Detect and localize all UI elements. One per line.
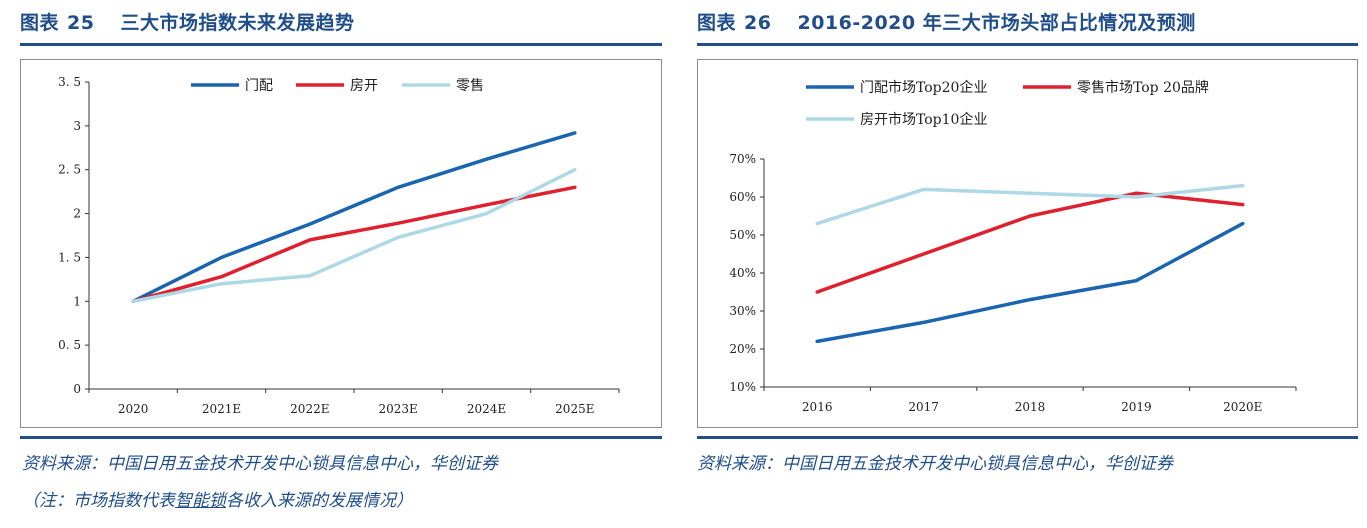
y-tick-label: 3. 5 xyxy=(58,75,81,89)
figure-25-number: 25 xyxy=(67,12,95,34)
legend-label: 门配 xyxy=(245,78,273,94)
y-tick-label: 1. 5 xyxy=(58,250,81,264)
y-tick-label: 0 xyxy=(73,382,81,396)
legend-label: 零售市场Top 20品牌 xyxy=(1077,79,1209,96)
figure-26-title: 图表 26 2016-2020 年三大市场头部占比情况及预测 xyxy=(697,8,1196,35)
bottom-divider xyxy=(697,436,1358,439)
series-line-s1 xyxy=(131,185,577,304)
y-tick-label: 70% xyxy=(729,152,756,166)
figure-25-title-text: 三大市场指数未来发展趋势 xyxy=(120,12,355,34)
x-tick-label: 2016 xyxy=(802,400,833,414)
legend-label: 零售 xyxy=(456,78,484,94)
figure-26-source: 资料来源：中国日用五金技术开发中心锁具信息中心，华创证券 xyxy=(697,454,1173,474)
y-tick-label: 10% xyxy=(729,380,756,394)
figure-25-source: 资料来源：中国日用五金技术开发中心锁具信息中心，华创证券 xyxy=(22,454,498,474)
title-divider xyxy=(697,43,1358,46)
x-tick-label: 2020E xyxy=(1223,400,1262,414)
market-index-trend-chart: 0 0. 5 1 1. 5 2 2. 5 3 3. 5 2020 2021E 2022E 2023E 2… xyxy=(58,75,620,416)
y-tick-label: 1 xyxy=(73,294,81,308)
figure-25-note: （注：市场指数代表智能锁各收入来源的发展情况） xyxy=(22,486,413,511)
legend-label: 房开 xyxy=(350,78,378,94)
title-divider xyxy=(20,43,662,46)
y-tick-label: 3 xyxy=(73,119,81,133)
note-text-underlined: 智能锁 xyxy=(175,491,226,511)
figure-26-number: 26 xyxy=(744,12,772,34)
x-tick-label: 2022E xyxy=(290,402,329,416)
note-text-after: 各收入来源的发展情况） xyxy=(226,491,413,511)
y-tick-label: 40% xyxy=(729,266,756,280)
top-share-chart: 10% 20% 30% 40% 50% 60% 70% 2016 2017 2018 2019 202… xyxy=(729,79,1297,414)
figure-26-title-text: 2016-2020 年三大市场头部占比情况及预测 xyxy=(797,12,1196,34)
y-tick-label: 60% xyxy=(729,190,756,204)
series-line-s0 xyxy=(131,131,577,304)
legend-label: 房开市场Top10企业 xyxy=(860,111,987,128)
note-text-before: （注：市场指数代表 xyxy=(22,491,175,511)
y-tick-label: 2 xyxy=(73,207,81,221)
legend-label: 门配市场Top20企业 xyxy=(860,79,987,96)
y-tick-label: 0. 5 xyxy=(58,338,81,352)
bottom-divider xyxy=(20,436,662,439)
figure-25-title: 图表 25 三大市场指数未来发展趋势 xyxy=(20,8,354,35)
x-tick-label: 2024E xyxy=(467,402,506,416)
chart-26-frame: 10% 20% 30% 40% 50% 60% 70% 2016 2017 2018 2019 202… xyxy=(697,59,1358,428)
chart-25-frame: 0 0. 5 1 1. 5 2 2. 5 3 3. 5 2020 2021E 2022E 2023E 2… xyxy=(20,59,662,428)
figure-26-label: 图表 xyxy=(697,12,737,34)
x-tick-label: 2021E xyxy=(202,402,241,416)
x-tick-label: 2018 xyxy=(1015,400,1046,414)
y-tick-label: 30% xyxy=(729,304,756,318)
series-line-top-20 xyxy=(815,191,1245,294)
x-tick-label: 2017 xyxy=(908,400,939,414)
series-line-top10 xyxy=(815,183,1245,226)
y-tick-label: 50% xyxy=(729,228,756,242)
x-tick-label: 2025E xyxy=(555,402,594,416)
y-tick-label: 2. 5 xyxy=(58,163,81,177)
series-line-top20 xyxy=(815,221,1245,344)
y-tick-label: 20% xyxy=(729,342,756,356)
x-tick-label: 2019 xyxy=(1121,400,1152,414)
series-line-s2 xyxy=(131,167,577,304)
figure-25-label: 图表 xyxy=(20,12,60,34)
x-tick-label: 2020 xyxy=(118,402,149,416)
x-tick-label: 2023E xyxy=(379,402,418,416)
